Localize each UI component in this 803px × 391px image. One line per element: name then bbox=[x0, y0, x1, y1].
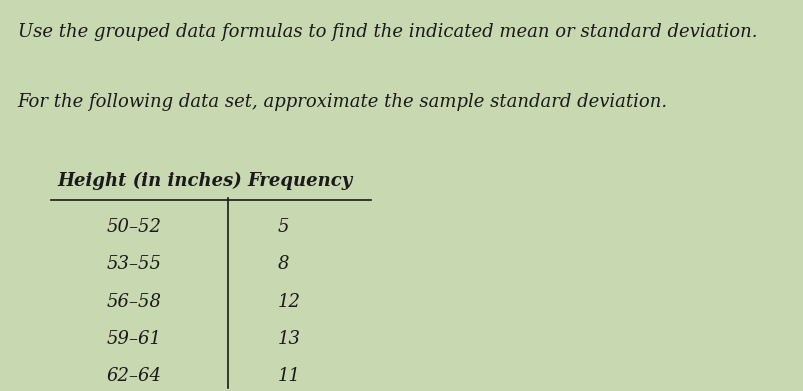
Text: Frequency: Frequency bbox=[247, 172, 353, 190]
Text: 13: 13 bbox=[277, 330, 300, 348]
Text: 11: 11 bbox=[277, 367, 300, 385]
Text: 8: 8 bbox=[277, 255, 289, 273]
Text: 50–52: 50–52 bbox=[107, 218, 161, 236]
Text: 56–58: 56–58 bbox=[107, 292, 161, 310]
Text: For the following data set, approximate the sample standard deviation.: For the following data set, approximate … bbox=[18, 93, 666, 111]
Text: Use the grouped data formulas to find the indicated mean or standard deviation.: Use the grouped data formulas to find th… bbox=[18, 23, 756, 41]
Text: 53–55: 53–55 bbox=[107, 255, 161, 273]
Text: 5: 5 bbox=[277, 218, 289, 236]
Text: 12: 12 bbox=[277, 292, 300, 310]
Text: 62–64: 62–64 bbox=[107, 367, 161, 385]
Text: Height (in inches): Height (in inches) bbox=[58, 172, 242, 190]
Text: 59–61: 59–61 bbox=[107, 330, 161, 348]
